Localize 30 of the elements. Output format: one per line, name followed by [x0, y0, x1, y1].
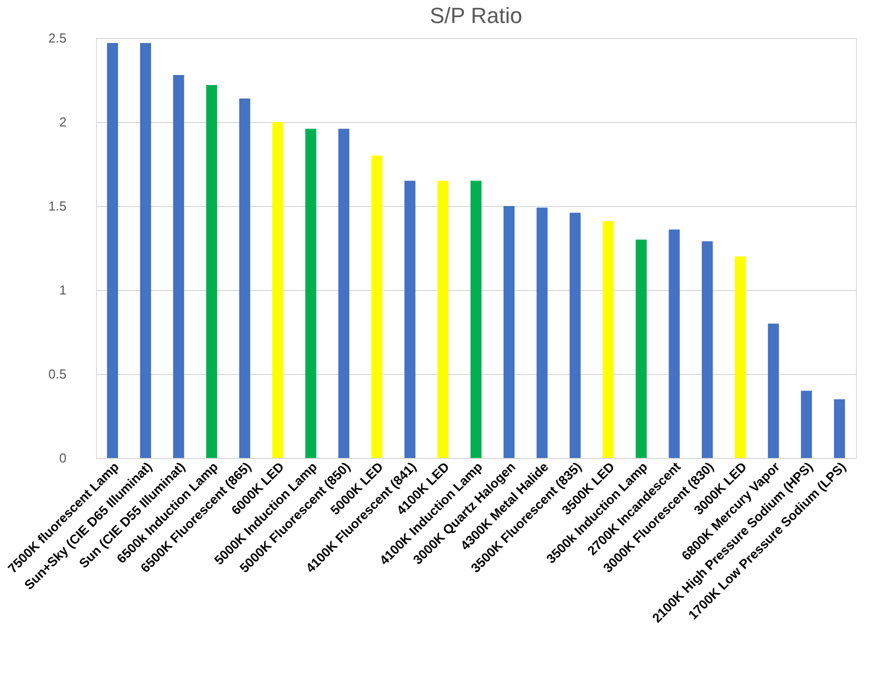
bar — [239, 98, 250, 458]
bar — [206, 85, 218, 458]
y-tick-label: 2 — [59, 114, 66, 130]
y-tick-label: 0.5 — [48, 366, 66, 382]
bar — [404, 180, 416, 458]
bar — [371, 156, 382, 458]
chart-title: S/P Ratio — [430, 3, 522, 28]
y-tick-label: 2.5 — [48, 30, 66, 46]
bar — [140, 43, 152, 458]
y-tick-label: 0 — [59, 450, 66, 466]
bar — [602, 221, 614, 458]
bar — [107, 43, 118, 458]
bar — [570, 212, 581, 458]
bar — [272, 122, 284, 458]
y-tick-label: 1 — [59, 282, 66, 298]
bar — [800, 390, 812, 458]
bar — [305, 128, 316, 458]
bar — [636, 240, 647, 458]
bar — [470, 180, 482, 458]
bar — [768, 324, 779, 458]
bar — [702, 241, 713, 458]
y-tick-label: 1.5 — [48, 198, 66, 214]
bar — [504, 206, 515, 458]
bar — [734, 256, 746, 458]
bar — [338, 128, 350, 458]
bar — [834, 399, 845, 458]
bar — [668, 230, 680, 458]
bar — [173, 74, 184, 458]
bar — [437, 180, 448, 458]
bar — [536, 208, 548, 458]
